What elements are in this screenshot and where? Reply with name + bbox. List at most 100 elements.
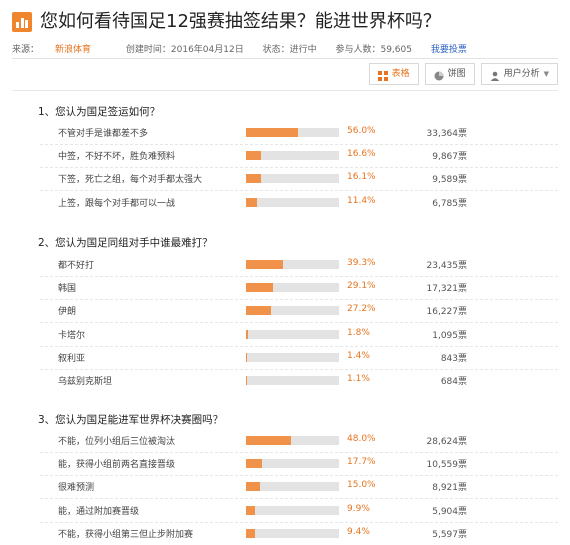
option-votes: 1,095票 bbox=[432, 330, 467, 341]
option-bar-track bbox=[246, 197, 339, 207]
row-divider bbox=[40, 521, 558, 523]
option-bar-fill bbox=[246, 352, 247, 362]
option-percent: 1.4% bbox=[347, 350, 370, 361]
option-percent: 39.3% bbox=[347, 258, 376, 268]
option-label: 伊朗 bbox=[58, 307, 77, 318]
question-title: 3、您认为国足能进军世界杯决赛圈吗？ bbox=[38, 414, 224, 426]
option-row: 中签，不好不坏，胜负难预料 16.6% 9,867票 bbox=[0, 146, 570, 167]
option-votes: 8,921票 bbox=[432, 483, 467, 494]
option-bar-track bbox=[246, 505, 339, 515]
option-label: 不管对手是谁都差不多 bbox=[58, 129, 149, 139]
tab-pie-label: 饼图 bbox=[447, 69, 466, 79]
question-title: 2、您认为国足同组对手中谁最难打？ bbox=[38, 237, 213, 249]
option-bar-track bbox=[246, 283, 339, 293]
option-votes: 9,589票 bbox=[432, 175, 467, 186]
option-bar-fill bbox=[246, 306, 271, 316]
option-label: 都不好打 bbox=[58, 261, 95, 271]
option-votes: 5,904票 bbox=[432, 506, 467, 517]
chevron-down-icon: ▼ bbox=[543, 70, 549, 78]
grid-icon bbox=[377, 69, 388, 81]
option-label: 能，获得小组前两名直接晋级 bbox=[58, 460, 176, 471]
option-percent: 17.7% bbox=[347, 457, 376, 468]
option-bar-fill bbox=[246, 482, 260, 492]
option-percent: 16.6% bbox=[347, 149, 376, 160]
option-percent: 11.4% bbox=[347, 195, 376, 206]
option-row: 能，通过附加赛晋级 9.9% 5,904票 bbox=[0, 501, 570, 522]
option-bar-track bbox=[246, 329, 339, 339]
row-divider bbox=[40, 322, 558, 324]
option-label: 韩国 bbox=[58, 284, 77, 295]
option-votes: 16,227票 bbox=[426, 307, 468, 318]
page-title: 您如何看待国足12强赛抽签结果？能进世界杯吗？ bbox=[40, 11, 441, 32]
option-votes: 17,321票 bbox=[426, 284, 468, 295]
row-divider bbox=[40, 299, 558, 301]
option-row: 叙利亚 1.4% 843票 bbox=[0, 348, 570, 369]
option-row: 不能，获得小组第三但止步附加赛 9.4% 5,597票 bbox=[0, 524, 570, 545]
tab-table[interactable]: 表格 bbox=[368, 63, 419, 85]
tab-pie[interactable]: 饼图 bbox=[424, 63, 475, 85]
source-link[interactable]: 新浪体育 bbox=[55, 45, 92, 55]
option-votes: 23,435票 bbox=[426, 261, 468, 271]
content-top-divider bbox=[12, 90, 558, 91]
option-percent: 9.4% bbox=[347, 526, 370, 537]
option-label: 不能，获得小组第三但止步附加赛 bbox=[58, 529, 194, 540]
page-header: 您如何看待国足12强赛抽签结果？能进世界杯吗？ bbox=[12, 8, 558, 38]
option-row: 能，获得小组前两名直接晋级 17.7% 10,559票 bbox=[0, 454, 570, 475]
tab-table-label: 表格 bbox=[391, 69, 410, 79]
option-bar-fill bbox=[246, 329, 248, 339]
row-divider bbox=[40, 345, 558, 347]
vote-link[interactable]: 我要投票 bbox=[430, 45, 467, 55]
participant-count: 参与人数：59,605 bbox=[335, 45, 412, 55]
option-percent: 48.0% bbox=[347, 434, 376, 444]
option-bar-track bbox=[246, 306, 339, 316]
row-divider bbox=[40, 276, 558, 277]
option-row: 不能，位列小组后三位被淘汰 48.0% 28,624票 bbox=[0, 431, 570, 452]
option-label: 叙利亚 bbox=[58, 353, 86, 364]
option-percent: 15.0% bbox=[347, 480, 376, 491]
option-bar-track bbox=[246, 376, 339, 385]
option-bar-fill bbox=[246, 459, 262, 469]
option-percent: 27.2% bbox=[347, 304, 376, 315]
option-bar-fill bbox=[246, 197, 257, 207]
created-time: 创建时间：2016年04月12日 bbox=[125, 45, 244, 55]
option-bar-track bbox=[246, 174, 339, 184]
option-label: 下签，死亡之组，每个对手都太强大 bbox=[58, 175, 203, 186]
option-bar-track bbox=[246, 352, 339, 362]
option-row: 都不好打 39.3% 23,435票 bbox=[0, 255, 570, 276]
option-row: 下签，死亡之组，每个对手都太强大 16.1% 9,589票 bbox=[0, 169, 570, 190]
option-bar-fill bbox=[246, 283, 273, 293]
option-votes: 9,867票 bbox=[432, 152, 467, 163]
row-divider bbox=[40, 368, 558, 370]
option-bar-fill bbox=[246, 128, 298, 137]
option-percent: 1.1% bbox=[347, 374, 370, 384]
row-divider bbox=[40, 167, 558, 169]
option-label: 能，通过附加赛晋级 bbox=[58, 506, 140, 517]
option-votes: 33,364票 bbox=[426, 129, 468, 139]
view-tabs: 表格 饼图 用户分析 ▼ bbox=[368, 63, 558, 85]
option-row: 乌兹别克斯坦 1.1% 684票 bbox=[0, 371, 570, 392]
option-row: 很难预测 15.0% 8,921票 bbox=[0, 477, 570, 498]
option-votes: 843票 bbox=[440, 353, 467, 364]
tab-user-analysis[interactable]: 用户分析 ▼ bbox=[480, 63, 558, 85]
option-bar-fill bbox=[246, 260, 283, 269]
tab-user-analysis-label: 用户分析 bbox=[503, 69, 540, 79]
source-label: 来源： bbox=[12, 45, 40, 55]
row-divider bbox=[40, 190, 558, 192]
option-row: 不管对手是谁都差不多 56.0% 33,364票 bbox=[0, 123, 570, 144]
option-percent: 1.8% bbox=[347, 327, 370, 338]
option-row: 伊朗 27.2% 16,227票 bbox=[0, 301, 570, 322]
option-row: 韩国 29.1% 17,321票 bbox=[0, 278, 570, 299]
option-row: 上签，跟每个对手都可以一战 11.4% 6,785票 bbox=[0, 193, 570, 214]
option-bar-track bbox=[246, 459, 339, 469]
header-divider bbox=[12, 58, 558, 59]
row-divider bbox=[40, 452, 558, 453]
poll-chart-icon bbox=[12, 12, 32, 32]
option-bar-fill bbox=[246, 174, 261, 184]
option-bar-track bbox=[246, 482, 339, 492]
option-bar-track bbox=[246, 260, 339, 269]
option-bar-track bbox=[246, 128, 339, 137]
option-label: 不能，位列小组后三位被淘汰 bbox=[58, 437, 176, 447]
option-votes: 10,559票 bbox=[426, 460, 468, 471]
option-bar-track bbox=[246, 151, 339, 161]
option-percent: 56.0% bbox=[347, 126, 376, 136]
